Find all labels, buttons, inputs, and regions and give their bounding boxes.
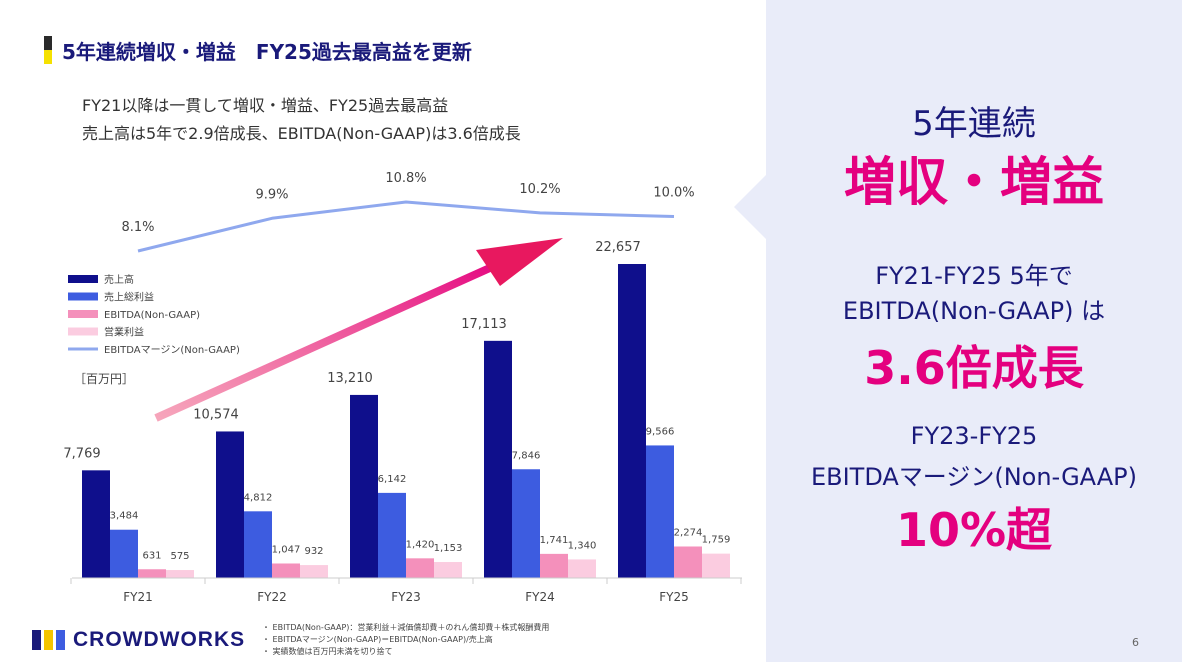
bar [702,553,730,578]
bar [244,511,272,578]
bar [272,563,300,578]
bar [300,565,328,578]
panel-headline-growth: 増収・増益 [843,153,1104,213]
bar-value-label: 6,142 [378,474,407,485]
bar-value-label: 10,574 [193,407,239,422]
legend-label: 売上総利益 [104,291,154,304]
bar [674,546,702,578]
bar [512,469,540,578]
panel-line-ebitda: EBITDA(Non-GAAP) は [842,297,1106,325]
panel-pointer [734,175,766,239]
bar [378,492,406,578]
footnote: ・ EBITDAマージン(Non-GAAP)＝EBITDA(Non-GAAP)/… [262,635,493,644]
x-tick-label: FY24 [525,590,555,604]
bar-value-label: 4,812 [244,492,273,503]
bar-value-label: 1,420 [406,539,435,550]
panel-headline-multiple: 3.6倍成長 [864,341,1084,395]
footnotes: ・ EBITDA(Non-GAAP)：営業利益＋減価償却費＋のれん償却費＋株式報… [262,622,549,658]
bar [484,340,512,578]
legend-label: EBITDA(Non-GAAP) [104,310,200,321]
bar-value-label: 1,340 [568,540,597,551]
legend-swatch [68,327,98,336]
logo-text: CROWDWORKS [73,628,246,651]
bar-value-label: 7,846 [512,450,541,461]
margin-line [137,200,675,253]
footnote: ・ 実績数値は百万円未満を切り捨て [262,647,393,656]
bar [434,562,462,578]
bar-value-label: 3,484 [110,511,139,522]
bar-value-label: 9,566 [646,426,675,437]
subtitle-line-2: 売上高は5年で2.9倍成長、EBITDA(Non-GAAP)は3.6倍成長 [82,124,521,143]
bar-value-label: 17,113 [461,317,507,332]
bar [568,559,596,578]
bar [82,470,110,578]
bar-value-label: 22,657 [595,240,641,255]
legend-swatch [68,310,98,318]
legend-label: 売上高 [104,273,134,286]
x-tick-label: FY21 [123,590,153,604]
bar-value-label: 7,769 [63,446,100,461]
bar [216,431,244,578]
panel-line-consecutive: 5年連続 [912,104,1036,144]
revenue-profit-chart: 7,769 10,574 13,210 17,113 22,657 3,484 4,812 6… [63,171,742,604]
company-logo: CROWDWORKS [32,626,245,654]
bar [406,558,434,578]
title-accent-bar [44,36,52,64]
bar-value-label: 1,047 [272,544,301,555]
logo-mark-icon [32,630,65,650]
x-tick-label: FY22 [257,590,287,604]
page-number: 6 [1132,636,1139,649]
bar [618,264,646,578]
margin-value-label: 8.1% [121,220,154,235]
highlight-panel: 5年連続 増収・増益 FY21-FY25 5年で EBITDA(Non-GAAP… [766,0,1182,662]
bar [540,553,568,578]
margin-value-label: 10.0% [653,186,694,201]
x-tick-label: FY25 [659,590,689,604]
bar [138,569,166,578]
bar-value-label: 631 [142,550,161,561]
panel-line-margin: EBITDAマージン(Non-GAAP) [810,463,1138,491]
subtitle-line-1: FY21以降は一貫して増収・増益、FY25過去最高益 [82,96,449,115]
x-tick-label: FY23 [391,590,421,604]
panel-line-period: FY21-FY25 5年で [875,262,1073,290]
bar-value-label: 1,741 [540,535,569,546]
margin-value-label: 9.9% [255,187,288,202]
panel-line-period-2: FY23-FY25 [910,422,1038,450]
margin-value-label: 10.2% [519,182,560,197]
bar [350,394,378,578]
legend-label: EBITDAマージン(Non-GAAP) [104,345,240,356]
growth-arrow [154,238,563,422]
bar-value-label: 13,210 [327,371,373,386]
unit-label: ［百万円］ [74,372,134,386]
page-title: 5年連続増収・増益 FY25過去最高益を更新 [62,40,472,64]
legend-label: 営業利益 [104,326,144,339]
bar [110,529,138,578]
bar-value-label: 932 [304,546,323,557]
margin-value-label: 10.8% [385,171,426,186]
bar-value-label: 1,153 [434,543,463,554]
panel-headline-margin: 10%超 [895,503,1053,557]
bar-value-label: 575 [170,551,189,562]
legend-swatch [68,292,98,301]
legend-swatch [68,275,98,283]
footnote: ・ EBITDA(Non-GAAP)：営業利益＋減価償却費＋のれん償却費＋株式報… [262,623,550,632]
bar-value-label: 2,274 [674,527,703,538]
bar-value-label: 1,759 [702,535,731,546]
bar [166,570,194,578]
bar [646,445,674,578]
